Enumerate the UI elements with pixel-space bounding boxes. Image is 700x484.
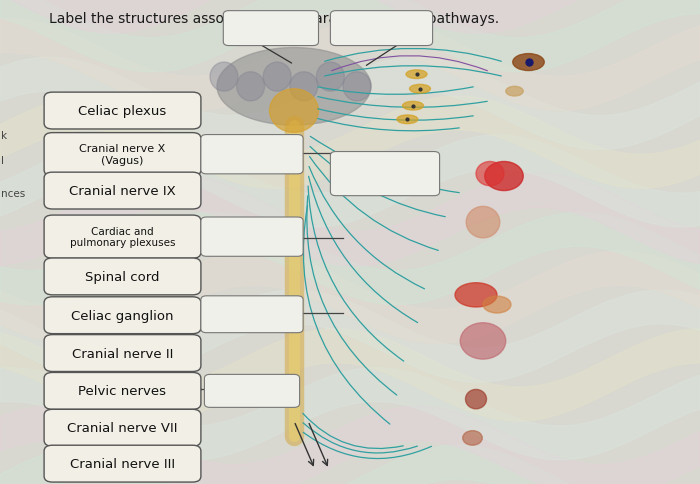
Ellipse shape bbox=[476, 162, 504, 186]
FancyBboxPatch shape bbox=[44, 297, 201, 334]
FancyBboxPatch shape bbox=[201, 296, 303, 333]
Ellipse shape bbox=[466, 207, 500, 239]
FancyBboxPatch shape bbox=[44, 93, 201, 130]
FancyBboxPatch shape bbox=[201, 135, 303, 175]
Circle shape bbox=[191, 386, 201, 393]
Ellipse shape bbox=[290, 73, 318, 102]
FancyBboxPatch shape bbox=[330, 152, 440, 197]
Ellipse shape bbox=[505, 87, 524, 97]
FancyBboxPatch shape bbox=[44, 445, 201, 482]
Ellipse shape bbox=[484, 162, 524, 191]
Text: Label the structures associated with parasympathetic pathways.: Label the structures associated with par… bbox=[49, 12, 499, 26]
Ellipse shape bbox=[466, 390, 486, 409]
FancyBboxPatch shape bbox=[204, 375, 300, 408]
FancyBboxPatch shape bbox=[201, 218, 303, 257]
Ellipse shape bbox=[455, 283, 497, 307]
Ellipse shape bbox=[461, 323, 505, 359]
Text: Pelvic nerves: Pelvic nerves bbox=[78, 385, 167, 397]
FancyBboxPatch shape bbox=[44, 133, 201, 177]
Ellipse shape bbox=[397, 116, 418, 124]
FancyBboxPatch shape bbox=[44, 409, 201, 446]
Text: nces: nces bbox=[1, 189, 26, 198]
Ellipse shape bbox=[263, 63, 291, 92]
Circle shape bbox=[191, 235, 201, 242]
Ellipse shape bbox=[343, 73, 371, 102]
Ellipse shape bbox=[410, 85, 430, 94]
Ellipse shape bbox=[463, 431, 482, 445]
FancyBboxPatch shape bbox=[44, 373, 201, 409]
FancyBboxPatch shape bbox=[44, 258, 201, 295]
Ellipse shape bbox=[402, 102, 423, 111]
Text: k: k bbox=[1, 131, 8, 140]
Text: Cranial nerve II: Cranial nerve II bbox=[72, 347, 173, 360]
FancyBboxPatch shape bbox=[44, 216, 201, 258]
Text: l: l bbox=[1, 156, 4, 166]
Ellipse shape bbox=[210, 63, 238, 92]
FancyBboxPatch shape bbox=[44, 173, 201, 210]
Ellipse shape bbox=[512, 54, 545, 72]
Circle shape bbox=[191, 151, 201, 157]
FancyBboxPatch shape bbox=[330, 12, 433, 46]
Text: Cranial nerve IX: Cranial nerve IX bbox=[69, 185, 176, 197]
Ellipse shape bbox=[406, 71, 427, 79]
FancyBboxPatch shape bbox=[223, 12, 318, 46]
Ellipse shape bbox=[237, 73, 265, 102]
Text: Cardiac and
pulmonary plexuses: Cardiac and pulmonary plexuses bbox=[70, 227, 175, 248]
FancyBboxPatch shape bbox=[44, 335, 201, 372]
Text: Cranial nerve X
(Vagus): Cranial nerve X (Vagus) bbox=[79, 144, 166, 166]
Text: Cranial nerve VII: Cranial nerve VII bbox=[67, 422, 178, 434]
Text: Cranial nerve III: Cranial nerve III bbox=[70, 457, 175, 470]
Text: Celiac plexus: Celiac plexus bbox=[78, 105, 167, 118]
Text: Celiac ganglion: Celiac ganglion bbox=[71, 309, 174, 322]
Circle shape bbox=[191, 310, 201, 317]
Ellipse shape bbox=[270, 90, 318, 133]
Ellipse shape bbox=[483, 296, 511, 314]
Text: Spinal cord: Spinal cord bbox=[85, 271, 160, 283]
Ellipse shape bbox=[316, 63, 344, 92]
Ellipse shape bbox=[217, 48, 371, 126]
